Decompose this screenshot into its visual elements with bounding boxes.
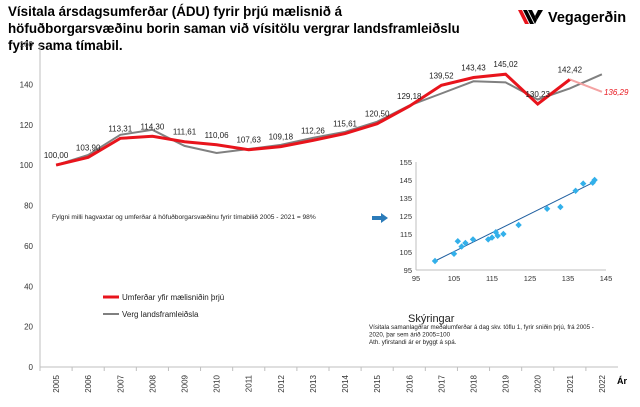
explanation-line: 2020, þar sem árið 2005=100	[369, 332, 451, 339]
data-label: 145,02	[493, 60, 518, 69]
data-label: 110,06	[205, 131, 229, 140]
explanation-line: Ath. yfirstandi ár er byggt á spá.	[369, 339, 457, 346]
right-arrow-icon	[372, 213, 388, 223]
data-label: 130,23	[525, 90, 550, 99]
y-tick-label: 60	[24, 242, 33, 251]
y-tick-label: 0	[29, 363, 34, 372]
x-tick-label: 2020	[534, 374, 543, 392]
legend-label-gdp: Verg landsframleiðsla	[122, 310, 199, 319]
brand-name: Vegagerðin	[548, 10, 627, 26]
data-label: 107,63	[236, 136, 261, 145]
x-tick-label: 2015	[373, 374, 382, 392]
correlation-note: Fylgni milli hagvaxtar og umferðar á höf…	[52, 213, 316, 221]
series-line-traffic	[55, 72, 571, 167]
forecast-label: 136,29	[604, 88, 629, 97]
x-tick-label: 2017	[437, 374, 446, 392]
scatter-y-tick-label: 155	[399, 158, 412, 167]
legend-heading: Skýringar	[408, 313, 455, 325]
scatter-y-tick-label: 145	[399, 176, 412, 185]
legend-label-traffic: Umferðar yfir mælisniðin þrjú	[122, 293, 224, 302]
data-label: 139,52	[429, 71, 454, 80]
scatter-point	[543, 205, 551, 212]
data-label: 142,42	[558, 65, 583, 74]
scatter-point	[431, 257, 439, 265]
x-tick-label: 2019	[502, 374, 511, 392]
scatter-point	[515, 221, 522, 229]
scatter-point	[589, 179, 596, 186]
scatter-x-tick-label: 125	[524, 274, 537, 283]
x-tick-label: 2005	[52, 374, 61, 392]
scatter-point	[462, 239, 469, 247]
x-tick-label: 2013	[309, 374, 318, 392]
x-tick-label: 2016	[405, 374, 414, 392]
scatter-point	[488, 234, 496, 241]
scatter-point	[469, 236, 477, 243]
scatter-y-tick-label: 95	[404, 266, 412, 275]
scatter-point	[580, 180, 587, 187]
x-tick-label: 2007	[116, 374, 125, 392]
scatter-y-tick-label: 115	[400, 230, 412, 239]
y-tick-label: 140	[20, 80, 34, 89]
forecast-line	[569, 78, 603, 93]
x-tick-label: 2022	[598, 374, 607, 392]
data-label: 143,43	[461, 63, 486, 72]
explanation-line: Vísitala samanlagðrar meðalumferðar á da…	[369, 324, 594, 331]
scatter-x-tick-label: 95	[412, 274, 420, 283]
scatter-x-tick-label: 135	[562, 274, 575, 283]
data-label: 115,61	[333, 120, 357, 129]
scatter-x-tick-label: 105	[448, 274, 461, 283]
series-line-gdp	[55, 73, 603, 167]
y-tick-label: 20	[24, 323, 33, 332]
data-label: 112,26	[301, 126, 325, 135]
x-axis-label: Ár	[617, 376, 627, 386]
scatter-point	[500, 230, 507, 238]
x-tick-label: 2018	[470, 374, 479, 392]
x-tick-label: 2006	[84, 374, 93, 392]
data-label: 129,18	[397, 92, 422, 101]
scatter-point	[494, 232, 501, 239]
scatter-trendline	[434, 181, 595, 262]
chart-title: Vísitala ársdagsumferðar (ÁDU) fyrir þrj…	[8, 4, 460, 53]
scatter-point	[454, 238, 461, 245]
data-label: 114,30	[140, 122, 164, 131]
data-label: 111,61	[173, 128, 197, 137]
scatter-point	[557, 203, 564, 211]
data-label: 120,50	[365, 110, 390, 119]
y-tick-label: 100	[20, 161, 34, 170]
y-tick-label: 160	[20, 40, 34, 49]
vegagerdin-logo-icon	[518, 10, 543, 24]
scatter-y-tick-label: 125	[399, 212, 412, 221]
scatter-point	[572, 187, 579, 194]
scatter-y-tick-label: 135	[399, 194, 412, 203]
x-tick-label: 2009	[181, 374, 190, 392]
x-tick-label: 2014	[341, 374, 350, 392]
x-tick-label: 2010	[213, 374, 222, 392]
y-tick-label: 120	[20, 121, 34, 130]
x-tick-label: 2021	[566, 374, 575, 392]
scatter-x-tick-label: 145	[600, 274, 613, 283]
x-tick-label: 2012	[277, 374, 286, 392]
data-label: 113,31	[108, 124, 132, 133]
scatter-point	[458, 243, 465, 250]
scatter-point	[591, 176, 598, 184]
y-tick-label: 80	[24, 202, 33, 211]
scatter-point	[450, 250, 458, 257]
data-label: 109,18	[269, 133, 294, 142]
scatter-y-tick-label: 105	[399, 248, 412, 257]
scatter-x-tick-label: 115	[486, 274, 498, 283]
data-label: 100,00	[44, 151, 69, 160]
data-label: 103,90	[76, 143, 101, 152]
x-tick-label: 2011	[245, 374, 254, 392]
x-tick-label: 2008	[148, 374, 157, 392]
brand-logo: Vegagerðin	[518, 8, 636, 28]
y-tick-label: 40	[24, 282, 33, 291]
